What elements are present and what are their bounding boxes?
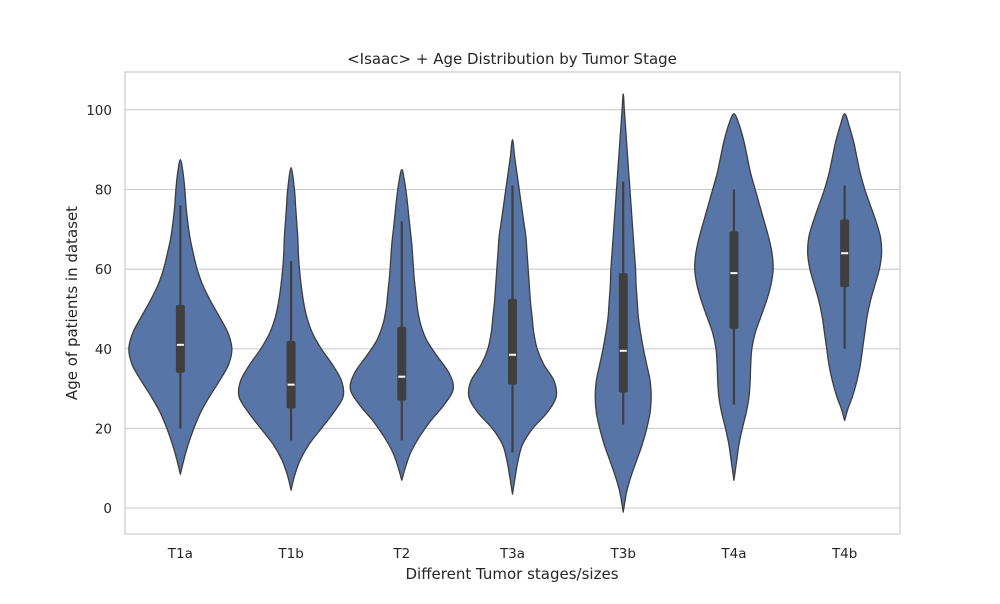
y-tick-label: 0 [103,501,112,517]
x-tick-label: T4a [720,546,746,562]
y-tick-label: 20 [95,421,112,437]
y-tick-label: 60 [95,262,112,278]
violin-iqr-box [618,273,628,393]
violin-iqr-box [175,304,185,373]
violin-iqr-box [286,340,296,409]
violin-group-t1a [128,158,233,475]
violin-group-t3a [467,139,558,495]
x-tick-labels: T1a T1b T2 T3a T3b T4a T4b [167,546,858,562]
violin-group-t1b [237,166,345,491]
plot-frame [124,71,901,535]
y-tick-label: 80 [95,182,112,198]
violin-group-t2 [349,168,455,481]
x-tick-label: T3b [610,546,636,562]
y-axis-label: Age of patients in dataset [63,206,81,400]
violin-group-t4b [806,113,883,422]
x-tick-label: T4b [831,546,857,562]
violin-iqr-box [508,299,517,385]
y-tick-label: 40 [95,342,112,358]
chart-title: <Isaac> + Age Distribution by Tumor Stag… [347,50,677,68]
x-tick-label: T3a [499,546,525,562]
y-tick-labels: 0 20 40 60 80 100 [86,103,112,517]
x-tick-label: T1a [167,546,193,562]
violin-group-t4a [694,113,774,481]
x-tick-label: T1b [277,546,303,562]
x-tick-label: T2 [392,546,410,562]
y-tick-label: 100 [86,103,112,119]
violin-iqr-box [729,231,739,329]
violin-iqr-box [397,326,407,401]
violin-layer [128,93,883,513]
x-axis-label: Different Tumor stages/sizes [405,565,618,583]
violin-group-t3b [594,93,652,513]
